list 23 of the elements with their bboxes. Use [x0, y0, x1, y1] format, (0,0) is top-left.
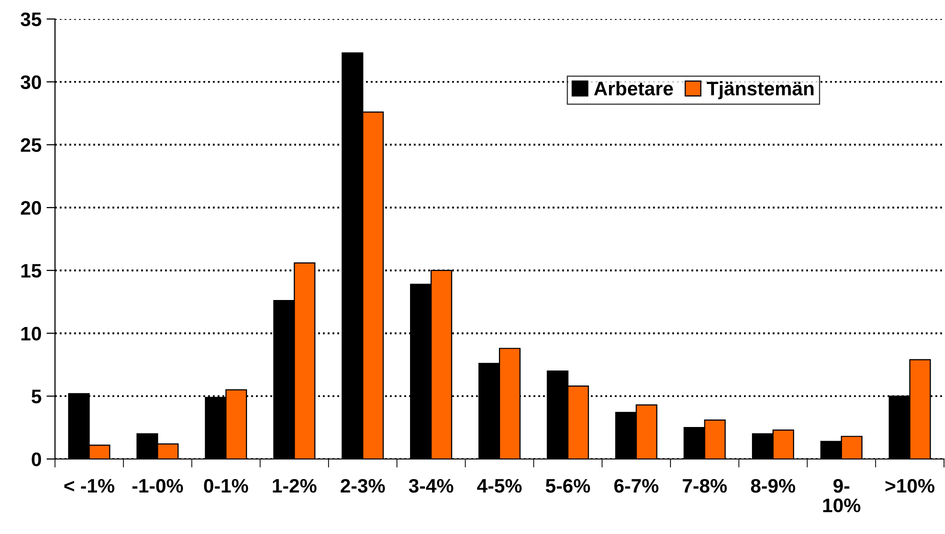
x-tick-label: -1-0% — [132, 478, 183, 493]
x-tick-label: 8-9% — [750, 478, 796, 493]
x-tick-label: 5-6% — [546, 478, 590, 493]
y-tick-label: 30 — [20, 75, 42, 90]
y-tick-label: 10 — [21, 326, 42, 341]
x-tick-label: 3-4% — [408, 478, 454, 493]
x-tick-label: 0-1% — [204, 478, 248, 493]
x-tick-label: 2-3% — [340, 478, 385, 493]
x-tick-label: 7-8% — [682, 478, 727, 493]
legend-label: Arbetare — [594, 81, 673, 96]
x-tick-label: < -1% — [64, 479, 114, 493]
y-tick-label: 15 — [21, 264, 42, 278]
x-tick-label: >10% — [885, 478, 934, 493]
x-tick-label: 9- 10% — [823, 478, 860, 512]
y-tick-label: 20 — [20, 201, 42, 215]
y-tick-label: 35 — [20, 12, 42, 26]
y-tick-label: 25 — [20, 138, 42, 152]
x-tick-label: 4-5% — [477, 479, 522, 493]
y-tick-label: 5 — [32, 390, 42, 404]
legend-label: Tjänstemän — [706, 81, 814, 100]
x-tick-label: 1-2% — [272, 478, 317, 493]
y-tick-label: 0 — [32, 452, 42, 466]
x-tick-label: 6-7% — [614, 478, 658, 493]
